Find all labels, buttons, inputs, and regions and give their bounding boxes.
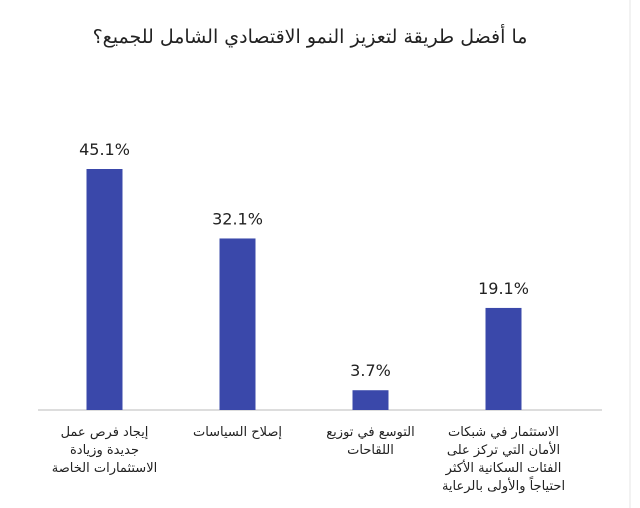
value-label: 32.1% [212, 209, 263, 228]
bar [86, 169, 123, 410]
bar [352, 390, 389, 410]
x-tick-label: إيجاد فرص عمل جديدة وزيادة الاستثمارات ا… [51, 425, 158, 476]
x-tick-label: التوسع في توزيع اللقاحات [326, 425, 415, 458]
chart-title: ما أفضل طريقة لتعزيز النمو الاقتصادي الش… [92, 26, 528, 48]
value-label: 19.1% [478, 279, 529, 298]
bar [485, 307, 522, 410]
value-label: 3.7% [350, 361, 391, 380]
x-tick-label: الاستثمار في شبكات الأمان التي تركز على … [441, 425, 566, 494]
x-tick-label: إصلاح السياسات [192, 425, 283, 440]
value-label: 45.1% [79, 140, 130, 159]
bar [219, 238, 256, 410]
